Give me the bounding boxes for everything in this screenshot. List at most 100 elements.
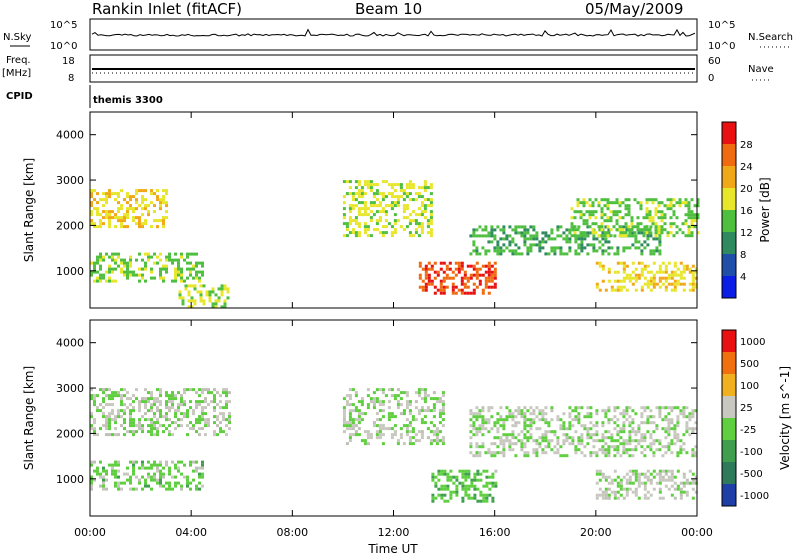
echo-cell — [523, 418, 527, 422]
echo-cell — [619, 261, 623, 265]
echo-cell — [473, 487, 477, 491]
echo-cell — [159, 219, 162, 223]
echo-cell — [476, 478, 480, 482]
echo-cell — [606, 216, 610, 220]
echo-cell — [102, 198, 105, 202]
echo-cell — [102, 273, 105, 277]
echo-cell — [420, 186, 424, 190]
echo-cell — [399, 412, 403, 416]
echo-cell — [387, 406, 391, 410]
echo-cell — [93, 264, 96, 268]
echo-cell — [559, 225, 563, 229]
echo-cell — [132, 472, 135, 476]
echo-cell — [511, 415, 515, 419]
echo-cell — [634, 276, 638, 280]
echo-cell — [636, 228, 640, 232]
echo-cell — [199, 293, 203, 297]
echo-cell — [625, 406, 629, 410]
echo-cell — [183, 412, 186, 416]
echo-cell — [187, 290, 191, 294]
echo-cell — [520, 442, 524, 446]
echo-cell — [117, 469, 120, 473]
echo-cell — [223, 305, 227, 309]
echo-cell — [190, 296, 194, 300]
echo-cell — [417, 394, 421, 398]
echo-cell — [405, 391, 409, 395]
echo-cell — [427, 282, 431, 286]
echo-cell — [460, 276, 464, 280]
echo-cell — [187, 293, 191, 297]
echo-cell — [93, 394, 96, 398]
echo-cell — [490, 228, 494, 232]
echo-cell — [351, 424, 355, 428]
echo-cell — [658, 237, 662, 241]
echo-cell — [90, 270, 93, 274]
echo-cell — [664, 418, 668, 422]
echo-cell — [405, 418, 409, 422]
echo-cell — [205, 293, 209, 297]
echo-cell — [502, 445, 506, 449]
echo-cell — [666, 198, 670, 202]
echo-cell — [117, 475, 120, 479]
echo-cell — [102, 415, 105, 419]
echo-cell — [672, 213, 676, 217]
echo-cell — [604, 237, 608, 241]
echo-cell — [417, 430, 421, 434]
echo-cell — [435, 433, 439, 437]
echo-cell — [499, 252, 503, 256]
echo-cell — [348, 412, 352, 416]
echo-cell — [586, 442, 590, 446]
echo-cell — [201, 484, 204, 488]
echo-cell — [505, 439, 509, 443]
echo-cell — [126, 261, 129, 265]
echo-cell — [544, 252, 548, 256]
echo-cell — [487, 448, 491, 452]
echo-cell — [204, 406, 207, 410]
echo-cell — [99, 388, 102, 392]
echo-cell — [583, 237, 587, 241]
echo-cell — [464, 493, 468, 497]
echo-cell — [663, 222, 667, 226]
echo-cell — [568, 249, 572, 253]
echo-cell — [472, 454, 476, 458]
echo-cell — [360, 192, 364, 196]
echo-cell — [603, 198, 607, 202]
echo-cell — [457, 267, 461, 271]
echo-cell — [123, 394, 126, 398]
echo-cell — [90, 460, 93, 464]
echo-cell — [198, 394, 201, 398]
echo-cell — [673, 288, 677, 292]
echo-cell — [111, 391, 114, 395]
echo-cell — [434, 484, 438, 488]
echo-cell — [604, 451, 608, 455]
echo-cell — [604, 475, 608, 479]
nsearch-tick-bottom: 10^0 — [708, 41, 735, 52]
echo-cell — [607, 267, 611, 271]
echo-cell — [529, 412, 533, 416]
echo-cell — [411, 198, 415, 202]
echo-cell — [363, 180, 367, 184]
echo-cell — [171, 397, 174, 401]
echo-cell — [180, 276, 183, 280]
echo-cell — [685, 430, 689, 434]
echo-cell — [640, 267, 644, 271]
echo-cell — [150, 421, 153, 425]
echo-cell — [589, 415, 593, 419]
echo-cell — [387, 192, 391, 196]
echo-cell — [372, 228, 376, 232]
echo-cell — [442, 270, 446, 274]
echo-cell — [354, 180, 358, 184]
echo-cell — [99, 484, 102, 488]
echo-cell — [426, 204, 430, 208]
echo-cell — [669, 222, 673, 226]
echo-cell — [180, 424, 183, 428]
echo-cell — [102, 397, 105, 401]
echo-cell — [622, 430, 626, 434]
echo-cell — [96, 261, 99, 265]
echo-cell — [490, 264, 494, 268]
echo-cell — [631, 472, 635, 476]
echo-cell — [487, 264, 491, 268]
echo-cell — [592, 234, 596, 238]
echo-cell — [452, 481, 456, 485]
echo-cell — [493, 237, 497, 241]
